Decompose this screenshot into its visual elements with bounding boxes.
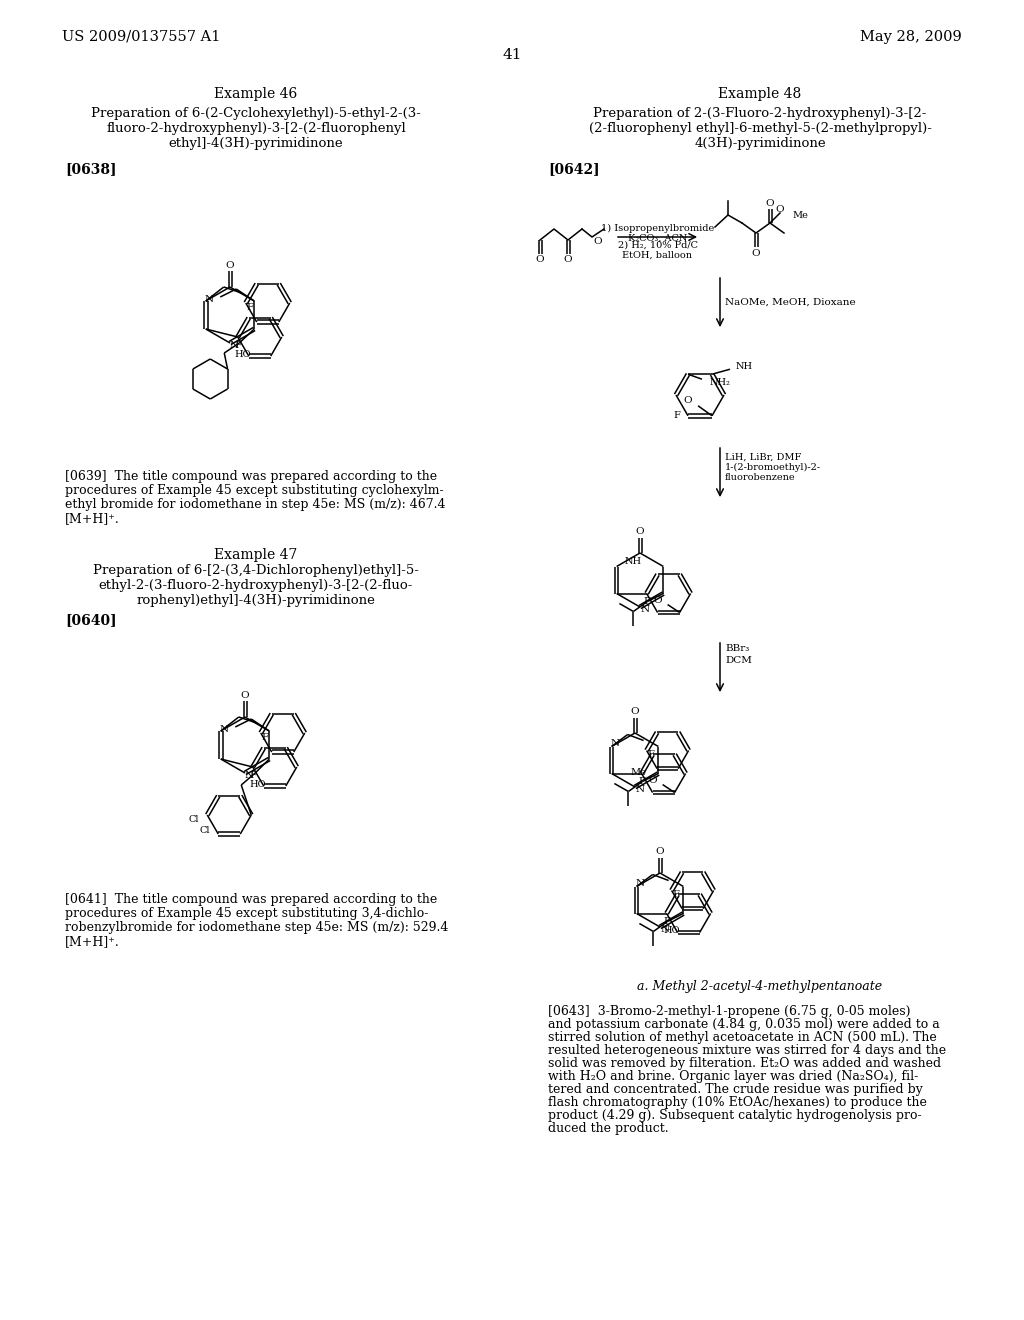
- Text: NaOMe, MeOH, Dioxane: NaOMe, MeOH, Dioxane: [725, 298, 856, 308]
- Text: procedures of Example 45 except substituting cyclohexylm-: procedures of Example 45 except substitu…: [65, 484, 443, 498]
- Text: N: N: [636, 784, 644, 793]
- Text: ethyl-2-(3-fluoro-2-hydroxyphenyl)-3-[2-(2-fluo-: ethyl-2-(3-fluoro-2-hydroxyphenyl)-3-[2-…: [98, 579, 414, 591]
- Text: [0643]  3-Bromo-2-methyl-1-propene (6.75 g, 0-05 moles): [0643] 3-Bromo-2-methyl-1-propene (6.75 …: [548, 1005, 910, 1018]
- Text: fluorobenzene: fluorobenzene: [725, 473, 796, 482]
- Text: 41: 41: [502, 48, 522, 62]
- Text: Preparation of 2-(3-Fluoro-2-hydroxyphenyl)-3-[2-: Preparation of 2-(3-Fluoro-2-hydroxyphen…: [593, 107, 927, 120]
- Text: May 28, 2009: May 28, 2009: [860, 30, 962, 44]
- Text: DCM: DCM: [725, 656, 752, 665]
- Text: product (4.29 g). Subsequent catalytic hydrogenolysis pro-: product (4.29 g). Subsequent catalytic h…: [548, 1109, 922, 1122]
- Text: F: F: [249, 771, 256, 780]
- Text: N: N: [635, 879, 644, 888]
- Text: procedures of Example 45 except substituting 3,4-dichlo-: procedures of Example 45 except substitu…: [65, 907, 428, 920]
- Text: Example 48: Example 48: [719, 87, 802, 102]
- Text: NH₂: NH₂: [710, 378, 731, 387]
- Text: solid was removed by filteration. Et₂O was added and washed: solid was removed by filteration. Et₂O w…: [548, 1057, 941, 1071]
- Text: HO: HO: [664, 927, 680, 935]
- Text: Preparation of 6-[2-(3,4-Dichlorophenyl)ethyl]-5-: Preparation of 6-[2-(3,4-Dichlorophenyl)…: [93, 564, 419, 577]
- Text: O: O: [776, 206, 784, 214]
- Text: O: O: [752, 248, 760, 257]
- Text: HO: HO: [249, 780, 266, 788]
- Text: F: F: [638, 777, 645, 785]
- Text: Preparation of 6-(2-Cyclohexylethyl)-5-ethyl-2-(3-: Preparation of 6-(2-Cyclohexylethyl)-5-e…: [91, 107, 421, 120]
- Text: F: F: [234, 341, 242, 350]
- Text: [0642]: [0642]: [548, 162, 600, 176]
- Text: LiH, LiBr, DMF: LiH, LiBr, DMF: [725, 453, 802, 462]
- Text: [M+H]⁺.: [M+H]⁺.: [65, 512, 120, 525]
- Text: BBr₃: BBr₃: [725, 644, 750, 653]
- Text: F: F: [247, 302, 253, 312]
- Text: N: N: [204, 294, 213, 304]
- Text: N: N: [660, 924, 670, 933]
- Text: [0639]  The title compound was prepared according to the: [0639] The title compound was prepared a…: [65, 470, 437, 483]
- Text: O: O: [653, 597, 662, 605]
- Text: O: O: [766, 198, 774, 207]
- Text: Cl: Cl: [188, 814, 200, 824]
- Text: N: N: [219, 725, 228, 734]
- Text: and potassium carbonate (4.84 g, 0.035 mol) were added to a: and potassium carbonate (4.84 g, 0.035 m…: [548, 1018, 940, 1031]
- Text: O: O: [563, 256, 572, 264]
- Text: N: N: [640, 605, 649, 614]
- Text: tered and concentrated. The crude residue was purified by: tered and concentrated. The crude residu…: [548, 1082, 923, 1096]
- Text: flash chromatography (10% EtOAc/hexanes) to produce the: flash chromatography (10% EtOAc/hexanes)…: [548, 1096, 927, 1109]
- Text: O: O: [631, 706, 639, 715]
- Text: K₂CO₃, ACN: K₂CO₃, ACN: [628, 234, 687, 243]
- Text: O: O: [241, 692, 249, 701]
- Text: Me: Me: [631, 768, 646, 777]
- Text: fluoro-2-hydroxyphenyl)-3-[2-(2-fluorophenyl: fluoro-2-hydroxyphenyl)-3-[2-(2-fluoroph…: [106, 121, 406, 135]
- Text: [M+H]⁺.: [M+H]⁺.: [65, 935, 120, 948]
- Text: Cl: Cl: [200, 825, 210, 834]
- Text: 2) H₂, 10% Pd/C: 2) H₂, 10% Pd/C: [617, 242, 697, 249]
- Text: [0640]: [0640]: [65, 612, 117, 627]
- Text: O: O: [648, 776, 656, 785]
- Text: N: N: [229, 341, 239, 350]
- Text: HO: HO: [234, 350, 251, 359]
- Text: resulted heterogeneous mixture was stirred for 4 days and the: resulted heterogeneous mixture was stirr…: [548, 1044, 946, 1057]
- Text: 1-(2-bromoethyl)-2-: 1-(2-bromoethyl)-2-: [725, 463, 821, 473]
- Text: O: O: [594, 236, 602, 246]
- Text: F: F: [673, 412, 680, 420]
- Text: stirred solution of methyl acetoacetate in ACN (500 mL). The: stirred solution of methyl acetoacetate …: [548, 1031, 937, 1044]
- Text: robenzylbromide for iodomethane step 45e: MS (m/z): 529.4: robenzylbromide for iodomethane step 45e…: [65, 921, 449, 935]
- Text: (2-fluorophenyl ethyl]-6-methyl-5-(2-methylpropyl)-: (2-fluorophenyl ethyl]-6-methyl-5-(2-met…: [589, 121, 932, 135]
- Text: O: O: [225, 261, 234, 271]
- Text: 4(3H)-pyrimidinone: 4(3H)-pyrimidinone: [694, 137, 825, 150]
- Text: ethyl]-4(3H)-pyrimidinone: ethyl]-4(3H)-pyrimidinone: [169, 137, 343, 150]
- Text: Me: Me: [792, 210, 808, 219]
- Text: Example 47: Example 47: [214, 548, 298, 562]
- Text: [0638]: [0638]: [65, 162, 117, 176]
- Text: F: F: [664, 917, 670, 927]
- Text: N: N: [610, 739, 620, 748]
- Text: 1) Isopropenylbromide: 1) Isopropenylbromide: [601, 224, 714, 234]
- Text: EtOH, balloon: EtOH, balloon: [623, 251, 692, 260]
- Text: O: O: [536, 256, 545, 264]
- Text: N: N: [245, 771, 254, 780]
- Text: [0641]  The title compound was prepared according to the: [0641] The title compound was prepared a…: [65, 894, 437, 906]
- Text: Example 46: Example 46: [214, 87, 298, 102]
- Text: F: F: [261, 733, 268, 742]
- Text: a. Methyl 2-acetyl-4-methylpentanoate: a. Methyl 2-acetyl-4-methylpentanoate: [637, 979, 883, 993]
- Text: NH: NH: [625, 557, 642, 566]
- Text: ethyl bromide for iodomethane in step 45e: MS (m/z): 467.4: ethyl bromide for iodomethane in step 45…: [65, 498, 445, 511]
- Text: NH: NH: [736, 362, 753, 371]
- Text: duced the product.: duced the product.: [548, 1122, 669, 1135]
- Text: rophenyl)ethyl]-4(3H)-pyrimidinone: rophenyl)ethyl]-4(3H)-pyrimidinone: [136, 594, 376, 607]
- Text: O: O: [636, 527, 644, 536]
- Text: F: F: [643, 597, 650, 606]
- Text: with H₂O and brine. Organic layer was dried (Na₂SO₄), fil-: with H₂O and brine. Organic layer was dr…: [548, 1071, 919, 1082]
- Text: F: F: [647, 750, 654, 759]
- Text: O: O: [683, 396, 692, 405]
- Text: F: F: [672, 890, 679, 899]
- Text: US 2009/0137557 A1: US 2009/0137557 A1: [62, 30, 220, 44]
- Text: O: O: [655, 846, 665, 855]
